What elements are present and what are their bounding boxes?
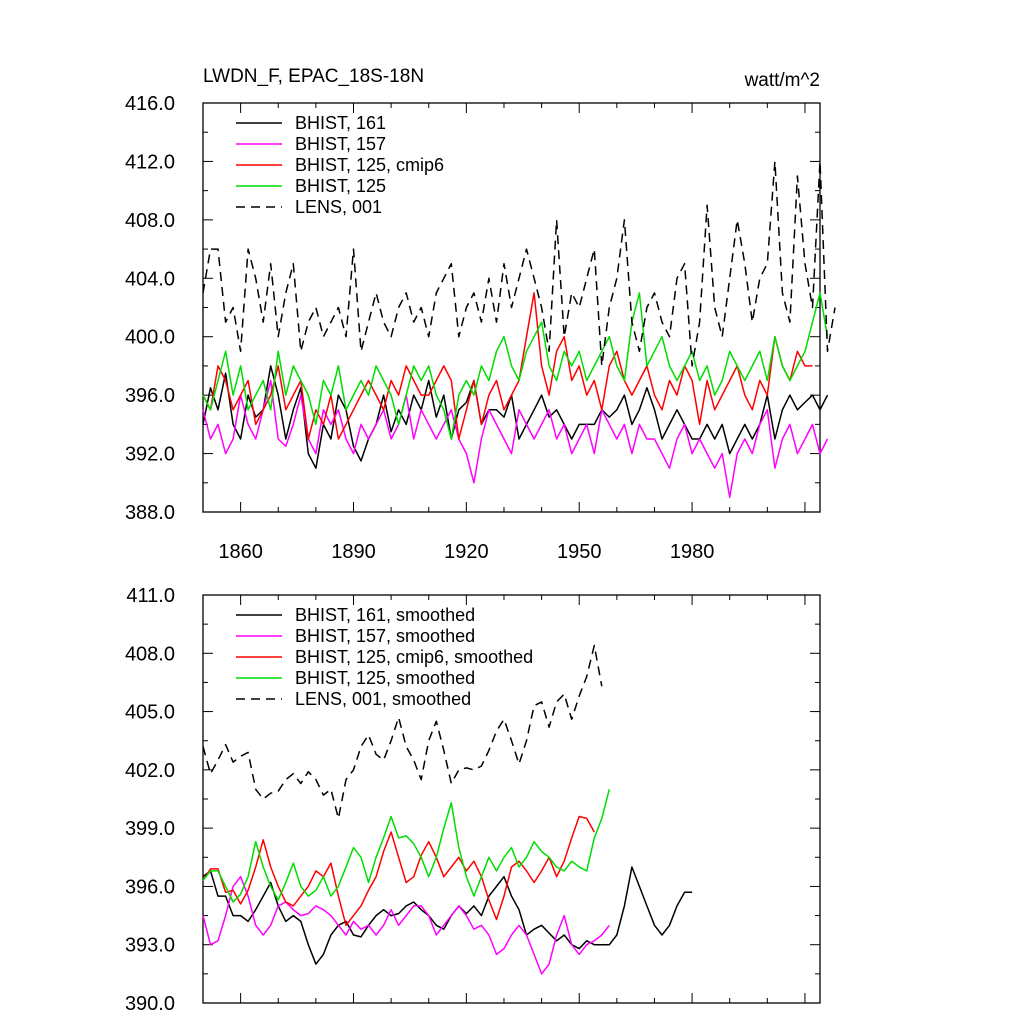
units-label: watt/m^2 xyxy=(744,70,820,91)
legend-label: BHIST, 125, cmip6, smoothed xyxy=(295,647,533,667)
legend-label: LENS, 001 xyxy=(295,197,382,217)
x-tick-label: 1950 xyxy=(557,541,602,563)
y-tick-label: 396.0 xyxy=(125,385,175,407)
y-tick-label: 408.0 xyxy=(125,643,175,665)
series-line-3 xyxy=(202,789,611,903)
y-tick-label: 416.0 xyxy=(125,93,175,115)
series-line-0 xyxy=(202,866,693,965)
x-tick-label: 1920 xyxy=(444,541,489,563)
legend-label: BHIST, 125, cmip6 xyxy=(295,155,444,175)
series-line-1 xyxy=(202,875,610,975)
y-tick-label: 388.0 xyxy=(125,502,175,524)
y-tick-label: 411.0 xyxy=(126,585,175,607)
series-line-4 xyxy=(202,160,836,367)
y-tick-label: 408.0 xyxy=(125,210,175,232)
legend-label: LENS, 001, smoothed xyxy=(295,689,471,709)
y-tick-label: 402.0 xyxy=(125,760,175,782)
legend-label: BHIST, 161 xyxy=(295,113,386,133)
x-tick-label: 1860 xyxy=(218,541,263,563)
legend-label: BHIST, 157 xyxy=(295,134,386,154)
y-tick-label: 392.0 xyxy=(125,444,175,466)
y-tick-label: 400.0 xyxy=(125,327,175,349)
chart-title: LWDN_F, EPAC_18S-18N xyxy=(203,66,424,87)
y-tick-label: 404.0 xyxy=(125,268,175,290)
y-tick-label: 393.0 xyxy=(125,935,175,957)
legend-label: BHIST, 157, smoothed xyxy=(295,626,475,646)
y-tick-label: 399.0 xyxy=(125,818,175,840)
y-tick-label: 390.0 xyxy=(125,993,175,1015)
y-tick-label: 405.0 xyxy=(125,702,175,724)
legend-label: BHIST, 125, smoothed xyxy=(295,668,475,688)
series-line-4 xyxy=(202,644,603,820)
y-tick-label: 412.0 xyxy=(125,151,175,173)
series-line-0 xyxy=(202,365,829,469)
series-line-3 xyxy=(202,292,829,440)
bottom-panel: 411.0 408.0 405.0 402.0 399.0 396.0 393.0 390.0… xyxy=(125,585,821,1015)
y-tick-label: 396.0 xyxy=(125,876,175,898)
series-line-2 xyxy=(202,815,595,927)
series-line-2 xyxy=(202,292,813,440)
legend-label: BHIST, 161, smoothed xyxy=(295,605,475,625)
legend-label: BHIST, 125 xyxy=(295,176,386,196)
top-panel: 416.0 412.0 408.0 404.0 400.0 396.0 392.0 388.0… xyxy=(125,93,836,563)
x-tick-label: 1980 xyxy=(670,541,715,563)
x-tick-label: 1890 xyxy=(331,541,376,563)
